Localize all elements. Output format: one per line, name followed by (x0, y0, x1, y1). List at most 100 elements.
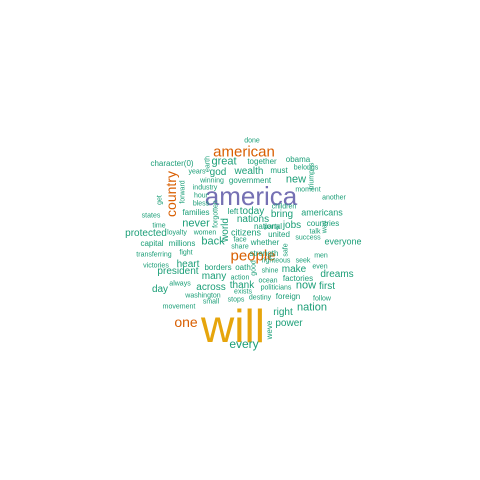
word-always: always (169, 280, 191, 288)
word-many: many (201, 271, 227, 282)
word-get: get (156, 195, 164, 205)
word-movement: movement (162, 303, 196, 311)
word-will: will (201, 300, 265, 352)
word-even: even (312, 263, 328, 271)
word-men: men (314, 252, 328, 260)
word-protected: protected (125, 228, 167, 239)
word-united: united (268, 230, 290, 239)
word-together: together (247, 157, 277, 166)
word-heart: heart (176, 259, 200, 270)
word-triumphs: triumphs (308, 162, 316, 190)
word-face: face (233, 236, 247, 244)
word-victories: victories (143, 262, 169, 270)
word-transferring: transferring (136, 251, 172, 259)
word-time: time (152, 222, 166, 230)
word-forgotten: forgotten (212, 200, 220, 228)
word-washington: washington (185, 292, 221, 300)
word-party: party (264, 223, 280, 231)
word-every: every (229, 337, 259, 351)
word-people: people (230, 247, 276, 265)
word-country: country (163, 171, 179, 217)
word-safe: safe (282, 243, 290, 257)
word-bless: bless (192, 200, 210, 208)
word-factories: factories (282, 274, 314, 283)
word-hour: hour (193, 192, 209, 200)
word-loyalty: loyalty (167, 229, 187, 237)
word-foreign: foreign (275, 292, 301, 301)
word-small: small (202, 298, 220, 306)
word-countries: countries (306, 219, 340, 228)
word-oath: oath (235, 263, 251, 272)
word-obama: obama (285, 155, 311, 164)
word-day: day (151, 284, 169, 295)
word-back: back (201, 235, 225, 248)
word-new: new (285, 173, 307, 186)
word-earth: earth (204, 156, 212, 172)
word-destiny: destiny (248, 294, 272, 302)
word-great: great (211, 155, 237, 168)
word-women: women (193, 229, 217, 237)
word-stops: stops (227, 296, 245, 304)
word-winning: winning (200, 177, 224, 185)
word-citizens: citizens (230, 227, 262, 238)
word-thank: thank (229, 280, 255, 291)
word-wealth: wealth (234, 166, 264, 177)
word-share: share (231, 243, 249, 251)
word-government: government (228, 176, 272, 185)
word-talk: talk (309, 228, 321, 236)
word-must: must (270, 166, 288, 175)
word-character0: character(0) (150, 159, 194, 168)
word-weve: weve (265, 320, 274, 340)
word-nations: nations (236, 214, 270, 225)
word-exists: exists (234, 288, 252, 296)
word-power: power (275, 318, 303, 329)
word-president: president (157, 266, 199, 277)
word-never: never (182, 217, 210, 230)
word-millions: millions (168, 239, 196, 248)
word-make: make (281, 264, 307, 275)
word-politicians: politicians (260, 284, 292, 292)
word-national: national (253, 222, 283, 231)
word-states: states (141, 212, 161, 220)
word-done: done (244, 137, 260, 145)
word-whether: whether (250, 238, 280, 247)
word-another: another (322, 194, 346, 202)
word-america: america (204, 181, 298, 211)
word-years: years (188, 168, 206, 176)
word-shine: shine (261, 267, 279, 275)
word-today: today (239, 206, 265, 217)
word-ocean: ocean (258, 277, 278, 285)
word-action: action (230, 274, 250, 282)
word-way: way (321, 220, 329, 234)
word-seek: seek (295, 257, 311, 265)
word-left: left (227, 207, 239, 216)
word-right: right (273, 307, 293, 318)
word-children: children (271, 203, 297, 211)
word-industry: industry (192, 184, 218, 192)
word-fight: fight (179, 249, 193, 257)
word-bring: bring (270, 209, 294, 220)
word-forward: forward (179, 180, 187, 204)
word-righteous: righteous (261, 257, 291, 265)
word-across: across (196, 282, 226, 293)
word-strength: strength (249, 249, 279, 258)
word-one: one (174, 314, 198, 330)
word-success: success (295, 234, 321, 242)
word-americans: americans (301, 207, 343, 218)
word-moment: moment (295, 186, 321, 194)
word-nation: nation (297, 301, 327, 314)
word-god: god (209, 167, 227, 178)
word-follow: follow (313, 295, 331, 303)
word-dreams: dreams (320, 269, 354, 280)
word-american: american (213, 143, 275, 161)
word-borders: borders (204, 263, 232, 272)
word-jobs: jobs (282, 220, 302, 231)
word-now: now (295, 279, 317, 292)
word-world: world (220, 218, 231, 242)
word-capital: capital (140, 239, 164, 248)
word-good: good (250, 260, 258, 276)
word-first: first (318, 281, 336, 292)
word-families: families (182, 208, 210, 217)
word-belongs: belongs (293, 164, 319, 172)
